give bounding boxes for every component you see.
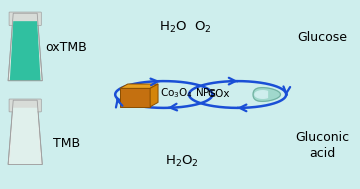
- Polygon shape: [150, 84, 158, 107]
- FancyBboxPatch shape: [9, 12, 41, 26]
- Text: H$_2$O  O$_2$: H$_2$O O$_2$: [159, 20, 212, 35]
- Polygon shape: [255, 91, 267, 98]
- Polygon shape: [120, 88, 150, 107]
- Text: Glucose: Glucose: [297, 31, 347, 44]
- Text: H$_2$O$_2$: H$_2$O$_2$: [165, 154, 199, 169]
- Text: GOx: GOx: [207, 89, 230, 98]
- FancyBboxPatch shape: [9, 99, 41, 112]
- Polygon shape: [253, 88, 280, 101]
- Text: TMB: TMB: [53, 137, 80, 150]
- Polygon shape: [10, 108, 41, 164]
- Polygon shape: [10, 21, 41, 81]
- Text: oxTMB: oxTMB: [46, 41, 87, 54]
- Text: Co$_3$O$_4$ NPs: Co$_3$O$_4$ NPs: [160, 87, 216, 101]
- Polygon shape: [8, 13, 42, 81]
- Polygon shape: [8, 100, 42, 164]
- Text: Gluconic
acid: Gluconic acid: [295, 131, 349, 160]
- Polygon shape: [120, 84, 158, 88]
